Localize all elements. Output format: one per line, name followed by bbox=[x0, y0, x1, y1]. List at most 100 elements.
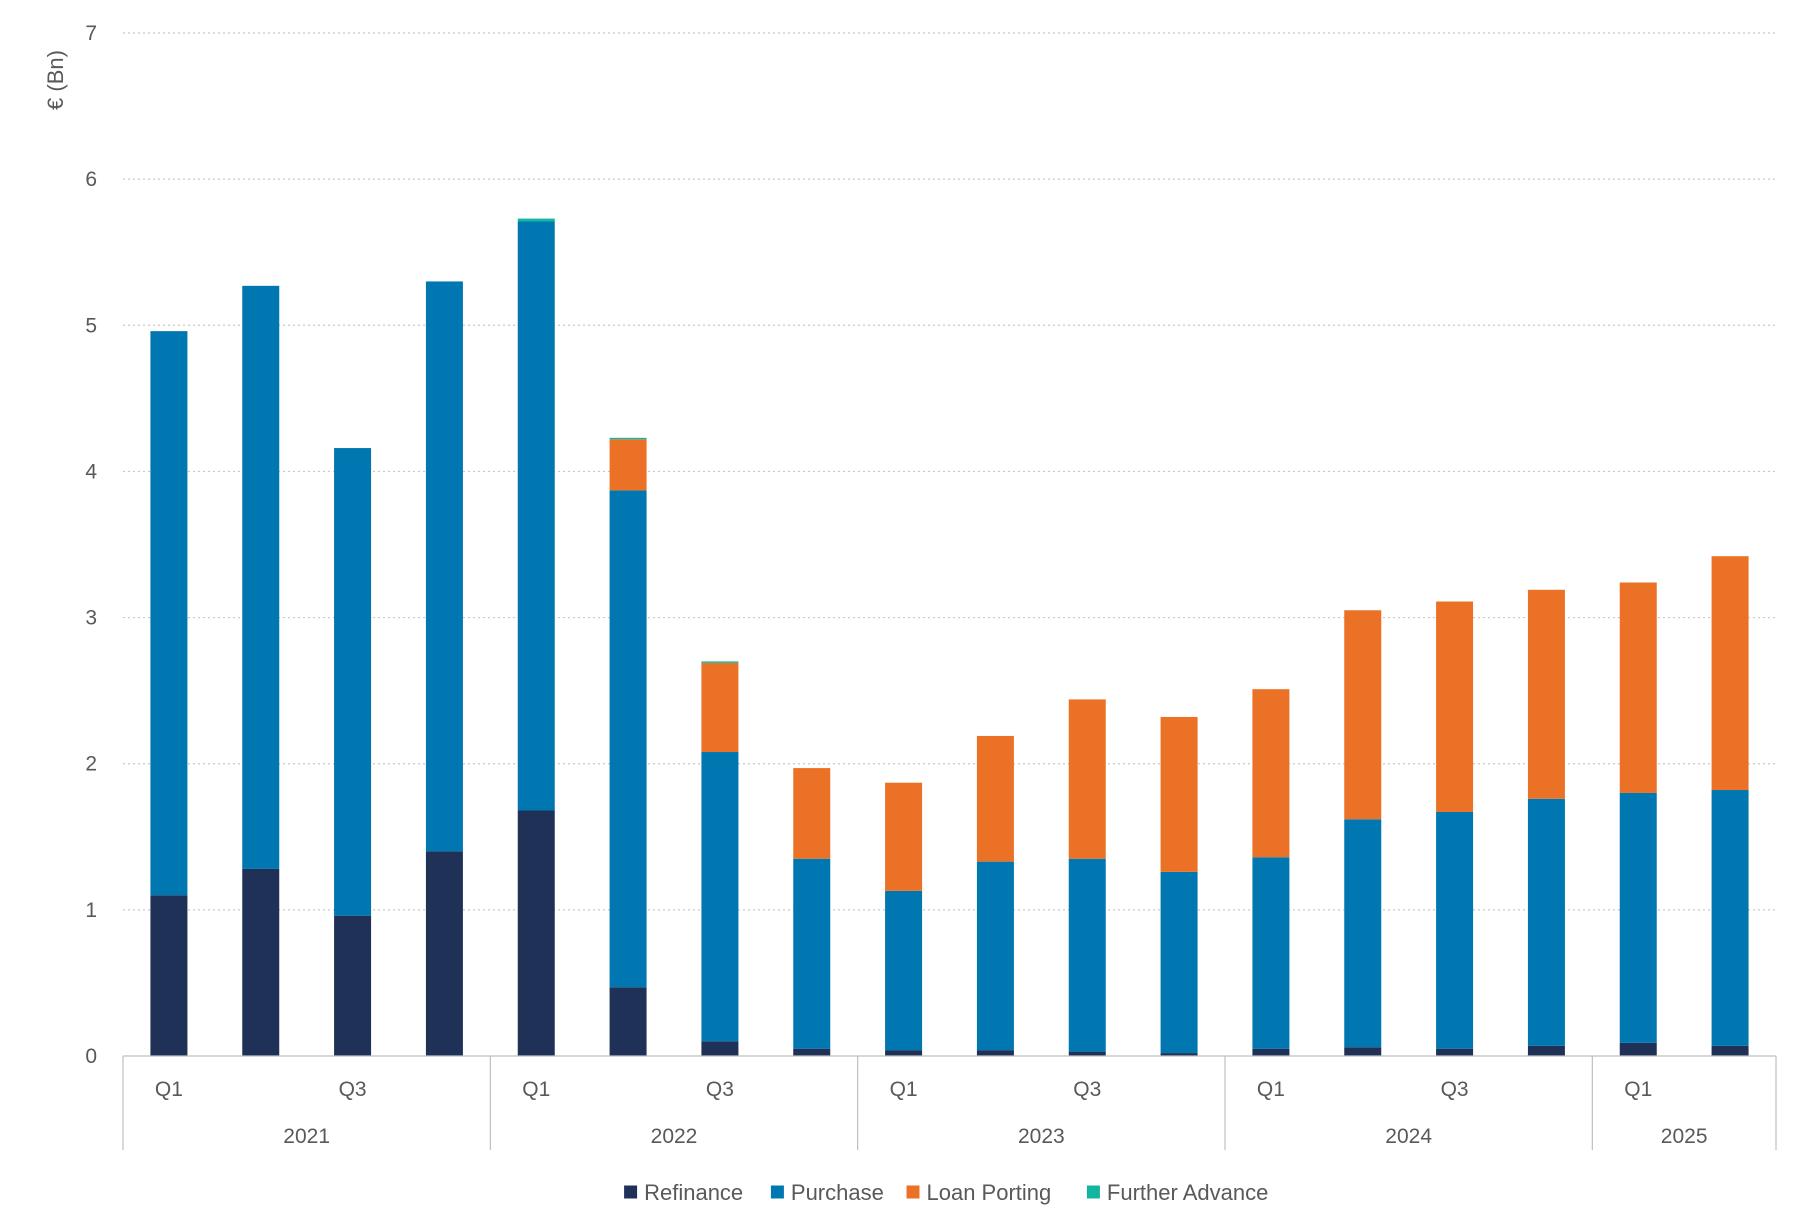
x-quarter-label: Q1 bbox=[522, 1078, 550, 1101]
bar-refinance bbox=[1619, 1042, 1657, 1056]
bar-refinance bbox=[793, 1048, 831, 1056]
bar-stack-2024-q4 bbox=[1527, 589, 1565, 1056]
bar-purchase bbox=[609, 490, 647, 988]
bar-refinance bbox=[517, 810, 555, 1056]
bar-loan-porting bbox=[1711, 556, 1749, 791]
x-year-label: 2023 bbox=[1018, 1125, 1065, 1148]
legend-label-further-advance: Further Advance bbox=[1107, 1180, 1268, 1205]
legend-item-loan-porting: Loan Porting bbox=[906, 1180, 1052, 1205]
x-year-label: 2024 bbox=[1385, 1125, 1432, 1148]
y-tick-label: 7 bbox=[85, 22, 97, 45]
bar-loan-porting bbox=[1527, 589, 1565, 799]
bar-stack-2024-q1 bbox=[1252, 689, 1290, 1056]
legend-label-refinance: Refinance bbox=[644, 1180, 743, 1205]
bar-loan-porting bbox=[1068, 699, 1106, 859]
bar-stack-2025-q1 bbox=[1619, 582, 1657, 1056]
bar-stack-2022-q4 bbox=[793, 768, 831, 1056]
bar-refinance bbox=[1527, 1045, 1565, 1056]
y-tick-label: 5 bbox=[85, 314, 97, 337]
y-tick-label: 0 bbox=[85, 1045, 97, 1068]
bar-purchase bbox=[517, 221, 555, 811]
y-tick-label: 3 bbox=[85, 607, 97, 630]
bar-stack-2021-q2 bbox=[242, 285, 280, 1056]
bar-loan-porting bbox=[609, 439, 647, 491]
bar-loan-porting bbox=[1252, 689, 1290, 858]
bar-purchase bbox=[885, 890, 923, 1051]
legend-label-loan-porting: Loan Porting bbox=[927, 1180, 1052, 1205]
bar-stack-2021-q3 bbox=[334, 448, 372, 1056]
bar-loan-porting bbox=[1160, 716, 1198, 872]
bar-purchase bbox=[793, 858, 831, 1049]
bar-refinance bbox=[1436, 1048, 1474, 1056]
bar-stack-2022-q1 bbox=[517, 218, 555, 1056]
bar-refinance bbox=[1068, 1051, 1106, 1056]
x-year-label: 2021 bbox=[283, 1125, 330, 1148]
legend-item-purchase: Purchase bbox=[770, 1180, 884, 1205]
bar-purchase bbox=[1068, 858, 1106, 1052]
bar-purchase bbox=[1711, 790, 1749, 1046]
bars bbox=[150, 218, 1749, 1056]
bar-purchase bbox=[1619, 792, 1657, 1043]
bar-loan-porting bbox=[793, 768, 831, 859]
x-year-label: 2022 bbox=[651, 1125, 698, 1148]
bar-stack-2024-q2 bbox=[1344, 610, 1382, 1056]
bar-refinance bbox=[1252, 1048, 1290, 1056]
bar-purchase bbox=[1160, 871, 1198, 1054]
bar-refinance bbox=[425, 851, 463, 1056]
bar-stack-2023-q4 bbox=[1160, 716, 1198, 1056]
x-quarter-label: Q3 bbox=[1441, 1078, 1469, 1101]
bar-stack-2023-q1 bbox=[885, 782, 923, 1056]
legend-label-purchase: Purchase bbox=[791, 1180, 884, 1205]
bar-further-advance bbox=[701, 661, 739, 663]
bar-refinance bbox=[1711, 1045, 1749, 1056]
bar-loan-porting bbox=[1344, 610, 1382, 820]
x-quarter-label: Q1 bbox=[1624, 1078, 1652, 1101]
bar-refinance bbox=[150, 895, 188, 1056]
bar-refinance bbox=[609, 987, 647, 1056]
x-quarter-label: Q1 bbox=[1257, 1078, 1285, 1101]
bar-purchase bbox=[334, 448, 372, 916]
y-axis-title: € (Bn) bbox=[43, 50, 68, 110]
bar-refinance bbox=[334, 915, 372, 1056]
bar-refinance bbox=[701, 1041, 739, 1056]
bar-refinance bbox=[1344, 1047, 1382, 1056]
x-quarter-label: Q3 bbox=[1073, 1078, 1101, 1101]
bar-loan-porting bbox=[885, 782, 923, 891]
legend-item-further-advance: Further Advance bbox=[1086, 1180, 1268, 1205]
bar-loan-porting bbox=[976, 735, 1014, 862]
bar-stack-2021-q4 bbox=[425, 281, 463, 1056]
bar-stack-2022-q2 bbox=[609, 437, 647, 1056]
x-quarter-label: Q3 bbox=[706, 1078, 734, 1101]
y-axis: 0 1 2 3 4 5 6 7 bbox=[85, 22, 97, 1068]
bar-stack-2024-q3 bbox=[1436, 601, 1474, 1056]
legend: Refinance Purchase Loan Porting Further Adv… bbox=[624, 1180, 1268, 1205]
bar-stack-2023-q2 bbox=[976, 735, 1014, 1056]
bar-loan-porting bbox=[701, 662, 739, 753]
bar-refinance bbox=[1160, 1053, 1198, 1056]
bar-further-advance bbox=[517, 218, 555, 222]
bar-further-advance bbox=[609, 437, 647, 440]
x-year-label: 2025 bbox=[1661, 1125, 1708, 1148]
bar-stack-2025-q2 bbox=[1711, 556, 1749, 1056]
legend-swatch-loan-porting bbox=[906, 1185, 920, 1199]
bar-purchase bbox=[1527, 798, 1565, 1046]
bar-purchase bbox=[1252, 857, 1290, 1049]
bar-refinance bbox=[885, 1050, 923, 1056]
bar-purchase bbox=[701, 752, 739, 1042]
bar-purchase bbox=[1344, 819, 1382, 1048]
bar-purchase bbox=[425, 281, 463, 852]
y-tick-label: 6 bbox=[85, 168, 97, 191]
x-quarter-label: Q1 bbox=[890, 1078, 918, 1101]
bar-purchase bbox=[976, 861, 1014, 1051]
legend-swatch-purchase bbox=[770, 1185, 784, 1199]
y-tick-label: 2 bbox=[85, 753, 97, 776]
legend-item-refinance: Refinance bbox=[624, 1180, 743, 1205]
x-quarter-label: Q3 bbox=[339, 1078, 367, 1101]
bar-refinance bbox=[242, 868, 280, 1056]
x-axis: Q1 Q3 Q1 Q3 Q1 Q3 Q1 Q3 Q1 2021 2022 2023 2024 2025 bbox=[122, 1055, 1777, 1150]
bar-loan-porting bbox=[1619, 582, 1657, 793]
legend-swatch-further-advance bbox=[1086, 1185, 1100, 1199]
legend-swatch-refinance bbox=[624, 1185, 638, 1199]
y-tick-label: 4 bbox=[85, 460, 97, 483]
